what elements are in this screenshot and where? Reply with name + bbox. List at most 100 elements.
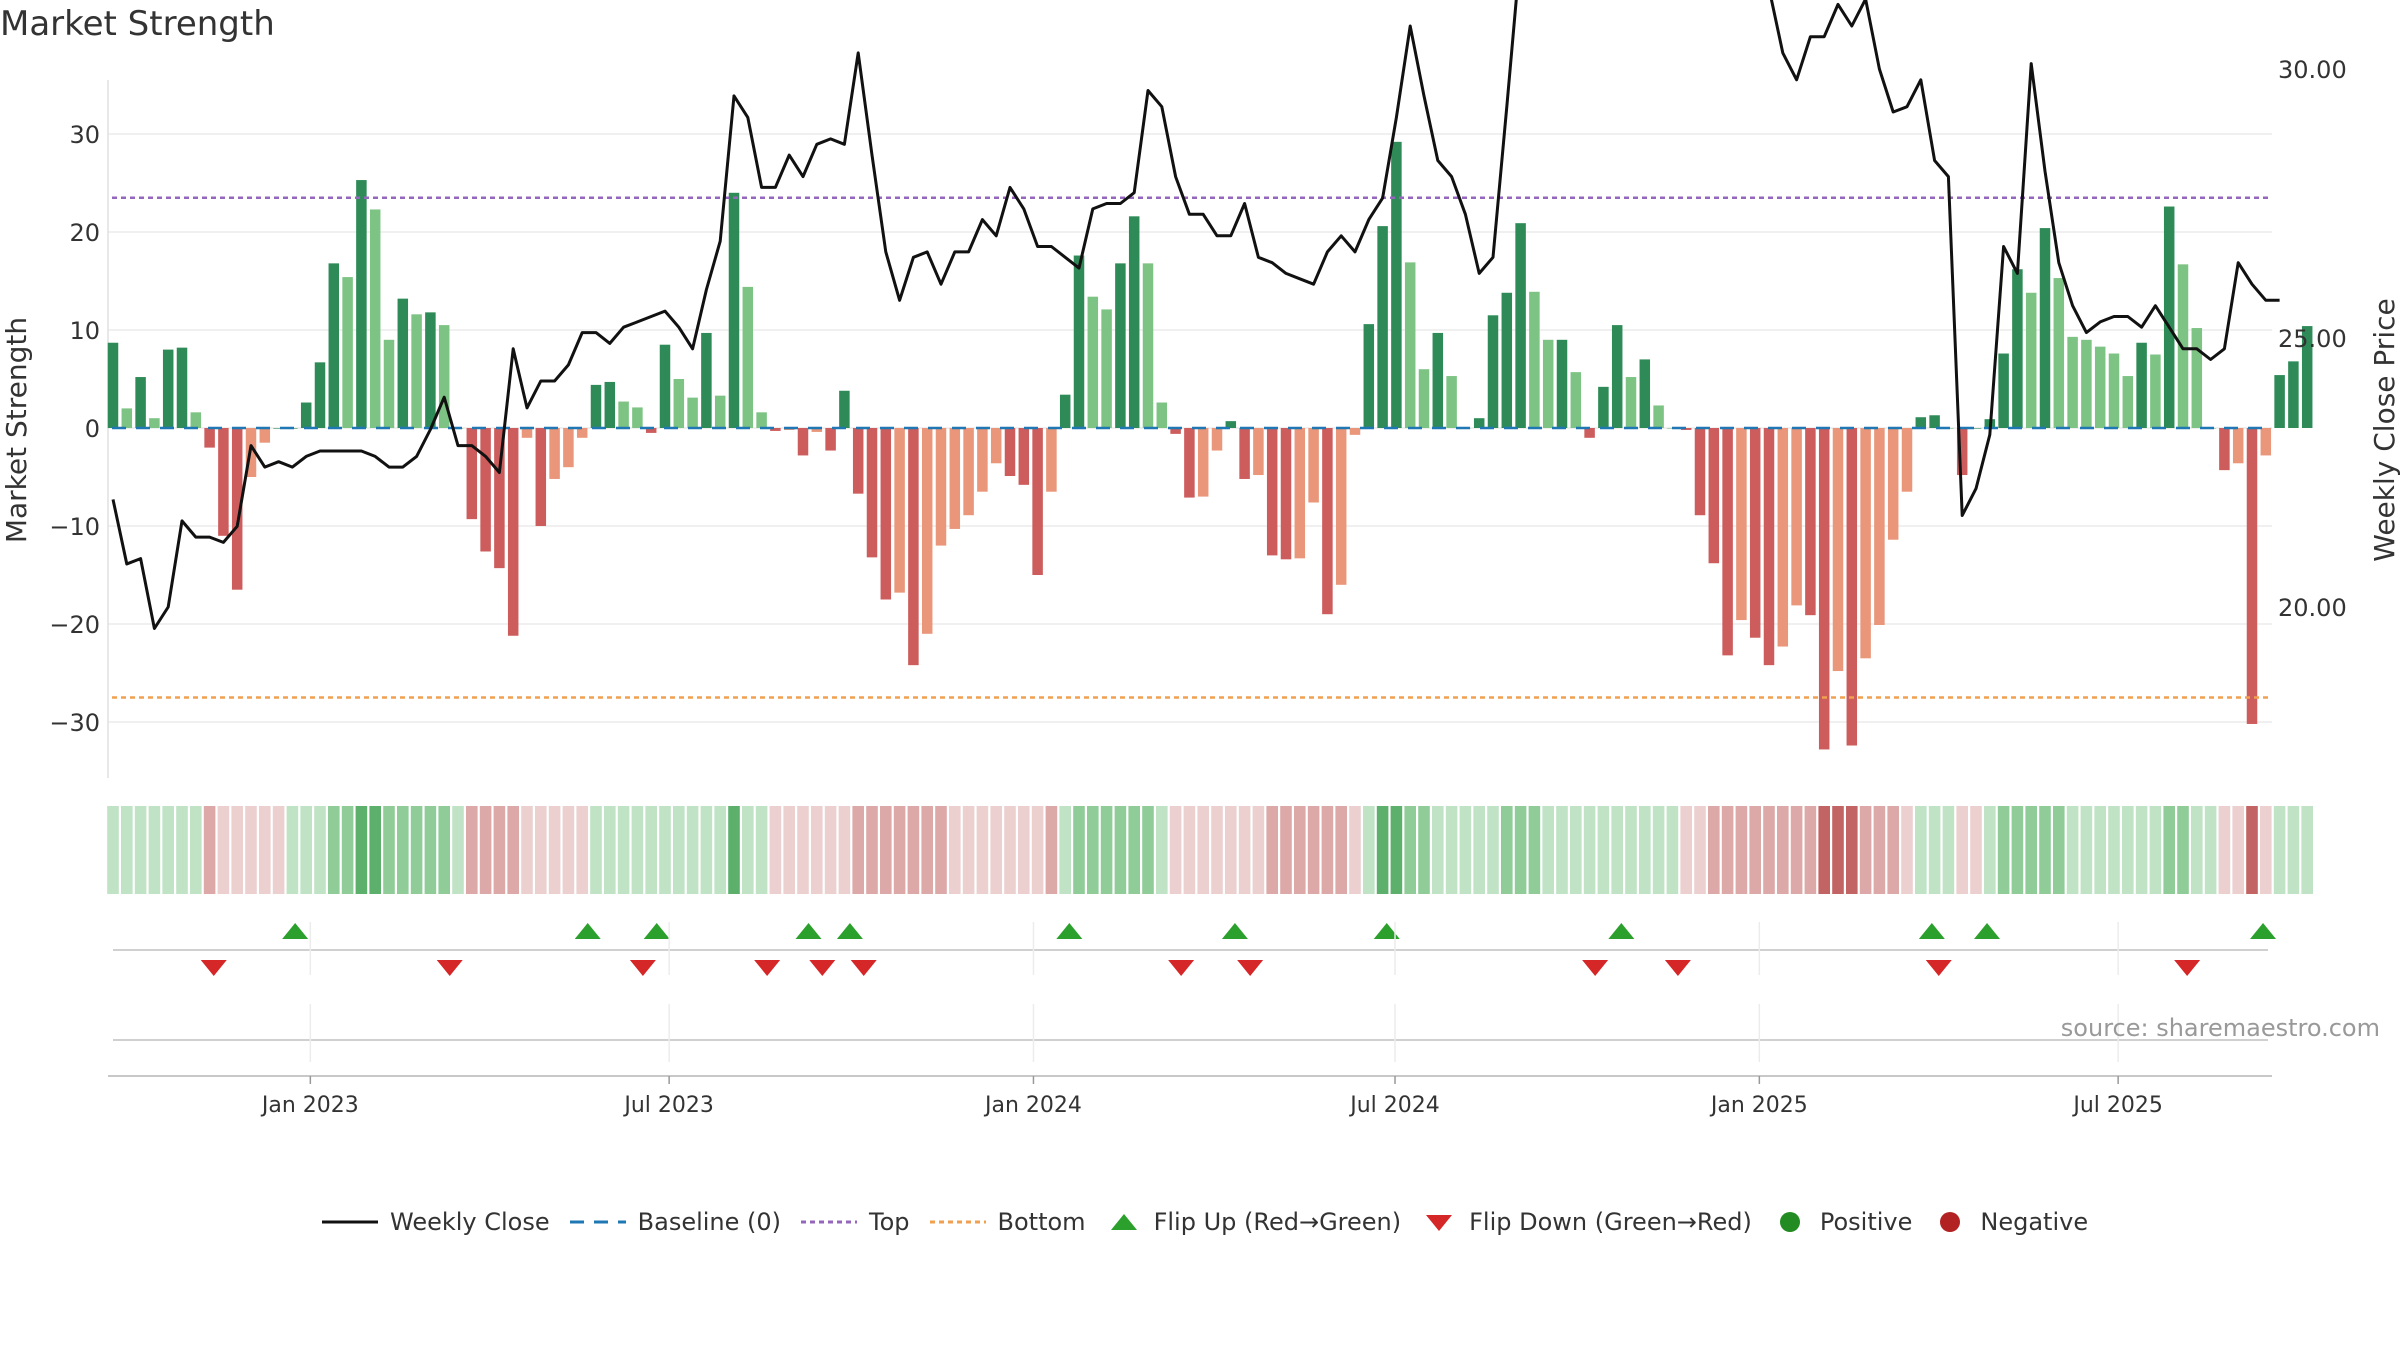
strength-bar [935, 428, 947, 546]
flip-up-marker [1373, 923, 1400, 939]
y-axis-label: Market Strength [0, 317, 33, 543]
band-cell [2246, 806, 2258, 894]
strength-bar [342, 277, 353, 428]
band-cell [1183, 806, 1196, 894]
strength-bar [231, 428, 243, 590]
strength-bar [521, 428, 533, 438]
band-cell [769, 806, 782, 894]
band-cell [976, 806, 989, 894]
strength-bar [149, 418, 160, 428]
strength-bar [397, 298, 409, 428]
band-cell [1363, 806, 1375, 894]
strength-bar [1708, 428, 1720, 564]
band-cell [1832, 806, 1844, 894]
band-cell [1211, 806, 1223, 894]
legend-label: Flip Down (Green→Red) [1469, 1208, 1752, 1236]
band-cell [424, 806, 437, 894]
triangle-up-icon [1110, 1214, 1137, 1230]
strength-bar [549, 428, 560, 479]
band-cell [1997, 806, 2010, 894]
strength-bar [2150, 354, 2161, 428]
band-cell [1915, 806, 1927, 894]
legend-top[interactable]: Top [799, 1208, 910, 1236]
strength-bar [2081, 339, 2092, 428]
flip-up-marker [1221, 923, 1248, 939]
flip-markers [113, 923, 2277, 976]
strength-bar [1887, 428, 1899, 540]
legend-bottom[interactable]: Bottom [928, 1208, 1086, 1236]
band-cell [355, 806, 368, 894]
band-cell [1073, 806, 1085, 894]
strength-bar [618, 401, 629, 428]
band-cell [1390, 806, 1403, 894]
strength-bar [1432, 332, 1444, 428]
band-cell [1763, 806, 1775, 894]
strength-bar [714, 395, 726, 428]
legend-flip-down[interactable]: Flip Down (Green→Red) [1419, 1208, 1752, 1236]
band-cell [921, 806, 933, 894]
band-cell [1970, 806, 1982, 894]
legend-negative[interactable]: Negative [1930, 1208, 2088, 1236]
band-cell [1418, 806, 1430, 894]
strength-bar [742, 286, 754, 428]
band-cell [148, 806, 161, 894]
y-tick-label: 30 [69, 121, 100, 149]
strength-bar [1956, 428, 1968, 476]
legend: Weekly Close Baseline (0) Top Bottom Fli… [320, 1208, 2106, 1236]
band-cell [1128, 806, 1140, 894]
strength-bar [1915, 417, 1927, 428]
band-cell [328, 806, 340, 894]
band-cell [617, 806, 630, 894]
band-cell [286, 806, 299, 894]
legend-flip-up[interactable]: Flip Up (Red→Green) [1104, 1208, 1401, 1236]
reference-lines [112, 196, 2272, 699]
strength-bar [1874, 428, 1885, 625]
band-cell [2025, 806, 2037, 894]
x-axis: Jan 2023 Jul 2023 Jan 2024 Jul 2024 Jan 2025… [108, 922, 2272, 1118]
strength-bar [1694, 428, 1706, 516]
strength-bar [687, 397, 698, 428]
band-cell [1156, 806, 1168, 894]
band-cell [452, 806, 464, 894]
band-cell [1087, 806, 1099, 894]
strength-bar [107, 342, 119, 428]
x-tick-label: Jan 2024 [983, 1093, 1082, 1118]
strength-bar [190, 412, 202, 428]
legend-weekly-close[interactable]: Weekly Close [320, 1208, 550, 1236]
band-cell [341, 806, 354, 894]
band-cell [990, 806, 1002, 894]
band-cell [2260, 806, 2272, 894]
x-tick-label: Jan 2023 [260, 1093, 359, 1118]
band-cell [2122, 806, 2134, 894]
strength-bar [2288, 361, 2299, 428]
strength-bar [921, 428, 933, 634]
band-cell [521, 806, 533, 894]
band-cell [1294, 806, 1306, 894]
band-cell [852, 806, 864, 894]
band-cell [1376, 806, 1389, 894]
band-cell [438, 806, 450, 894]
strength-bar [1722, 428, 1733, 656]
strength-bar [2039, 228, 2051, 428]
strength-bar [1059, 394, 1071, 428]
strength-bar [1584, 428, 1595, 438]
band-cell [2273, 806, 2286, 894]
strength-bar [852, 428, 864, 494]
strength-bar [1391, 141, 1402, 428]
strength-bar [1625, 377, 1637, 428]
band-cell [1901, 806, 1913, 894]
strength-bar [494, 428, 505, 569]
y-tick-label: −20 [49, 611, 100, 639]
band-cell [2094, 806, 2106, 894]
flip-up-marker [574, 923, 601, 939]
band-cell [1777, 806, 1789, 894]
legend-baseline[interactable]: Baseline (0) [568, 1208, 781, 1236]
band-cell [797, 806, 809, 894]
strength-bar [1225, 421, 1237, 428]
strength-bar [2025, 292, 2037, 428]
band-cell [1597, 806, 1610, 894]
band-cell [1749, 806, 1761, 894]
legend-positive[interactable]: Positive [1770, 1208, 1912, 1236]
flip-down-marker [809, 960, 836, 976]
